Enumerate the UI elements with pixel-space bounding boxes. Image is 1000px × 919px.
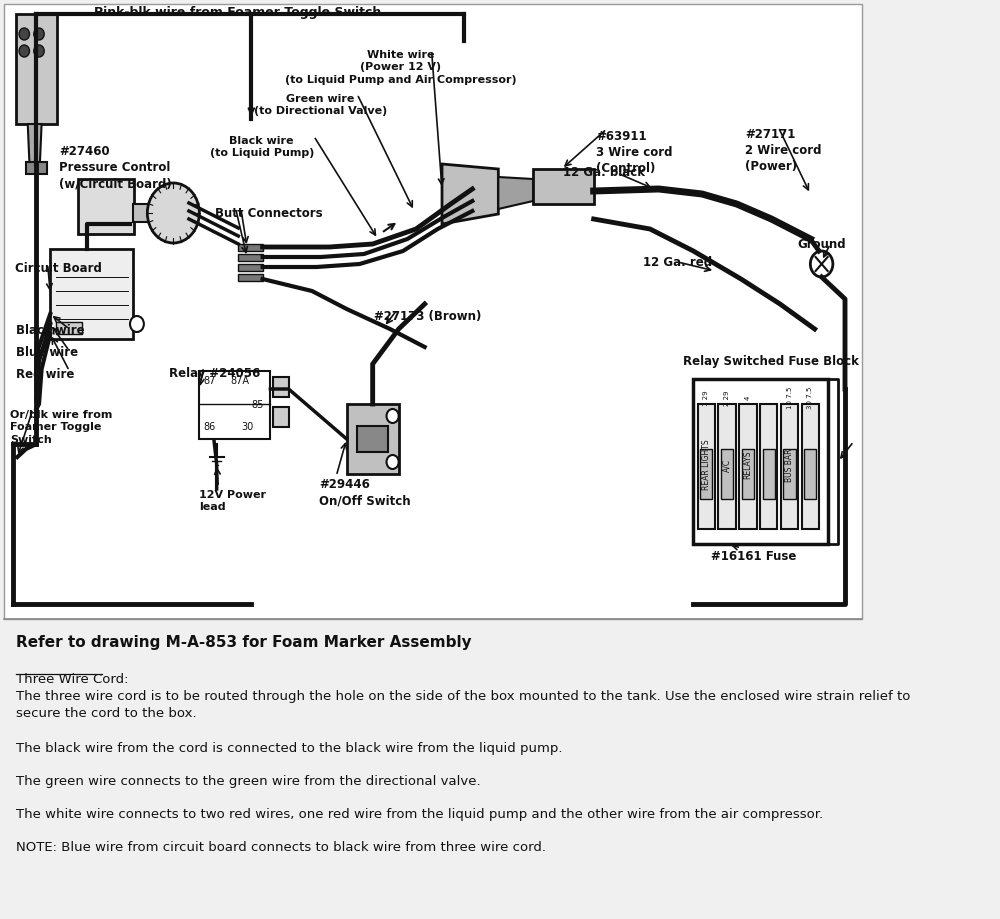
Bar xyxy=(783,449,796,499)
Text: 1 29: 1 29 xyxy=(703,390,709,405)
Text: REAR LIGHTS: REAR LIGHTS xyxy=(702,439,711,490)
Text: Relay Switched Fuse Block: Relay Switched Fuse Block xyxy=(683,355,859,368)
Text: Or/blk wire from
Foamer Toggle
Switch: Or/blk wire from Foamer Toggle Switch xyxy=(10,410,113,444)
Text: 87A: 87A xyxy=(231,376,250,386)
Text: Refer to drawing M-A-853 for Foam Marker Assembly: Refer to drawing M-A-853 for Foam Marker… xyxy=(16,634,471,650)
Bar xyxy=(238,255,263,262)
Bar xyxy=(721,449,733,499)
Text: RELAYS: RELAYS xyxy=(743,450,752,479)
Circle shape xyxy=(387,410,399,424)
Text: #27460
Pressure Control
(w/Circuit Board): #27460 Pressure Control (w/Circuit Board… xyxy=(59,145,172,190)
Polygon shape xyxy=(442,165,498,225)
Bar xyxy=(50,250,133,340)
Bar xyxy=(739,404,757,529)
Text: The black wire from the cord is connected to the black wire from the liquid pump: The black wire from the cord is connecte… xyxy=(16,742,562,754)
Text: #29446
On/Off Switch: #29446 On/Off Switch xyxy=(319,478,411,506)
Text: 86: 86 xyxy=(204,422,216,432)
Text: #16161 Fuse: #16161 Fuse xyxy=(711,550,796,562)
Bar xyxy=(26,163,47,175)
Bar xyxy=(78,180,134,234)
Text: Pink-blk wire from Foamer Toggle Switch: Pink-blk wire from Foamer Toggle Switch xyxy=(94,6,381,18)
Text: Red wire: Red wire xyxy=(16,367,74,380)
Bar xyxy=(347,404,399,474)
Bar xyxy=(693,380,828,544)
Bar xyxy=(273,378,289,398)
Circle shape xyxy=(34,46,44,58)
Text: 12 Ga. black: 12 Ga. black xyxy=(563,165,645,178)
Circle shape xyxy=(19,46,29,58)
Text: BUS BAR: BUS BAR xyxy=(785,448,794,482)
Text: The green wire connects to the green wire from the directional valve.: The green wire connects to the green wir… xyxy=(16,774,480,788)
Bar xyxy=(238,265,263,272)
Bar xyxy=(718,404,736,529)
Text: Circuit Board: Circuit Board xyxy=(15,262,102,275)
Text: #27173 (Brown): #27173 (Brown) xyxy=(374,310,482,323)
Polygon shape xyxy=(28,125,42,165)
Circle shape xyxy=(810,252,833,278)
Text: Ground: Ground xyxy=(797,238,846,251)
Bar xyxy=(802,404,819,529)
Circle shape xyxy=(130,317,144,333)
Bar xyxy=(238,275,263,282)
Text: Green wire
(to Directional Valve): Green wire (to Directional Valve) xyxy=(254,94,387,117)
Text: 30: 30 xyxy=(241,422,253,432)
Text: Black wire
(to Liquid Pump): Black wire (to Liquid Pump) xyxy=(210,136,314,158)
Text: 4: 4 xyxy=(745,395,751,400)
Text: 2 29: 2 29 xyxy=(724,390,730,405)
Text: Three Wire Cord:: Three Wire Cord: xyxy=(16,673,128,686)
Text: 12 Ga. red: 12 Ga. red xyxy=(643,255,712,268)
Text: 87: 87 xyxy=(204,376,216,386)
Bar xyxy=(763,449,775,499)
Bar xyxy=(238,244,263,252)
Text: 10 7.5: 10 7.5 xyxy=(787,386,793,409)
Circle shape xyxy=(147,184,199,244)
Polygon shape xyxy=(498,177,533,210)
Text: A/C: A/C xyxy=(723,458,732,471)
Bar xyxy=(804,449,816,499)
Bar xyxy=(199,371,270,439)
Bar xyxy=(4,5,862,619)
Bar xyxy=(533,170,594,205)
Bar xyxy=(133,205,159,222)
Bar xyxy=(16,15,57,125)
Bar xyxy=(698,404,715,529)
Text: Butt Connectors: Butt Connectors xyxy=(215,207,323,220)
Text: #27171
2 Wire cord
(Power): #27171 2 Wire cord (Power) xyxy=(745,128,822,173)
Bar xyxy=(781,404,798,529)
Circle shape xyxy=(19,29,29,41)
Bar xyxy=(56,323,82,335)
Text: Relay #24056: Relay #24056 xyxy=(169,367,260,380)
Bar xyxy=(742,449,754,499)
Text: 12V Power
lead: 12V Power lead xyxy=(199,490,266,512)
Text: The three wire cord is to be routed through the hole on the side of the box moun: The three wire cord is to be routed thro… xyxy=(16,689,910,720)
Text: 30 7.5: 30 7.5 xyxy=(807,386,813,409)
Text: #63911
3 Wire cord
(Control): #63911 3 Wire cord (Control) xyxy=(596,130,673,175)
Bar xyxy=(357,426,388,452)
Circle shape xyxy=(387,456,399,470)
Text: Blue wire: Blue wire xyxy=(16,346,78,358)
Text: NOTE: Blue wire from circuit board connects to black wire from three wire cord.: NOTE: Blue wire from circuit board conne… xyxy=(16,840,546,853)
Bar xyxy=(700,449,712,499)
Bar xyxy=(760,404,777,529)
Text: White wire
(Power 12 V)
(to Liquid Pump and Air Compressor): White wire (Power 12 V) (to Liquid Pump … xyxy=(285,50,516,85)
Text: Black wire: Black wire xyxy=(16,323,84,336)
Text: 85: 85 xyxy=(251,400,264,410)
Bar xyxy=(273,407,289,427)
Circle shape xyxy=(34,29,44,41)
Text: The white wire connects to two red wires, one red wire from the liquid pump and : The white wire connects to two red wires… xyxy=(16,807,823,820)
